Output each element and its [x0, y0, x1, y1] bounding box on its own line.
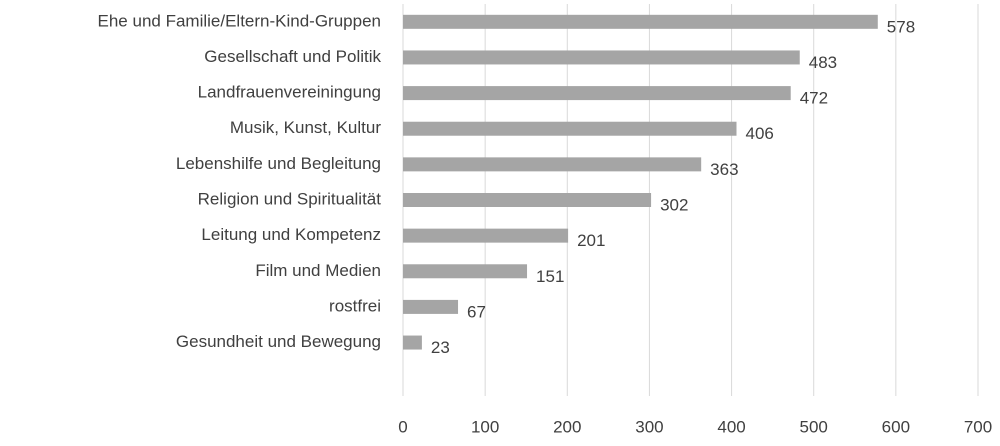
- x-tick-label: 600: [882, 417, 910, 436]
- data-label: 472: [800, 89, 828, 108]
- data-label: 23: [431, 338, 450, 357]
- y-tick-label: Gesundheit und Bewegung: [176, 332, 381, 351]
- x-tick-label: 700: [964, 417, 992, 436]
- data-label: 578: [887, 17, 915, 36]
- bar: [403, 50, 800, 65]
- bar: [403, 121, 737, 136]
- data-label: 483: [809, 53, 837, 72]
- x-tick-label: 300: [635, 417, 663, 436]
- bar: [403, 193, 652, 207]
- y-tick-label: rostfrei: [329, 296, 381, 315]
- bar: [403, 86, 791, 101]
- data-label: 363: [710, 160, 738, 179]
- data-label: 151: [536, 267, 564, 286]
- y-tick-label: Lebenshilfe und Begleitung: [176, 154, 381, 173]
- data-label: 67: [467, 302, 486, 321]
- data-label: 302: [660, 195, 688, 214]
- y-tick-label: Gesellschaft und Politik: [204, 47, 381, 66]
- y-tick-label: Leitung und Kompetenz: [201, 225, 381, 244]
- x-tick-label: 100: [471, 417, 499, 436]
- x-tick-label: 500: [800, 417, 828, 436]
- bar: [403, 228, 569, 243]
- data-label: 201: [577, 231, 605, 250]
- data-label: 406: [746, 124, 774, 143]
- bar: [403, 264, 528, 279]
- y-tick-label: Ehe und Familie/Eltern-Kind-Gruppen: [98, 11, 381, 30]
- bar: [403, 157, 702, 172]
- y-tick-label: Landfrauenvereiningung: [198, 83, 381, 102]
- x-tick-label: 0: [398, 417, 407, 436]
- bar: [403, 14, 878, 29]
- y-tick-label: Film und Medien: [255, 261, 381, 280]
- bar: [403, 299, 459, 314]
- bar: [403, 335, 422, 350]
- y-tick-label: Religion und Spiritualität: [198, 189, 382, 208]
- x-tick-label: 400: [717, 417, 745, 436]
- y-tick-label: Musik, Kunst, Kultur: [230, 118, 382, 137]
- x-tick-label: 200: [553, 417, 581, 436]
